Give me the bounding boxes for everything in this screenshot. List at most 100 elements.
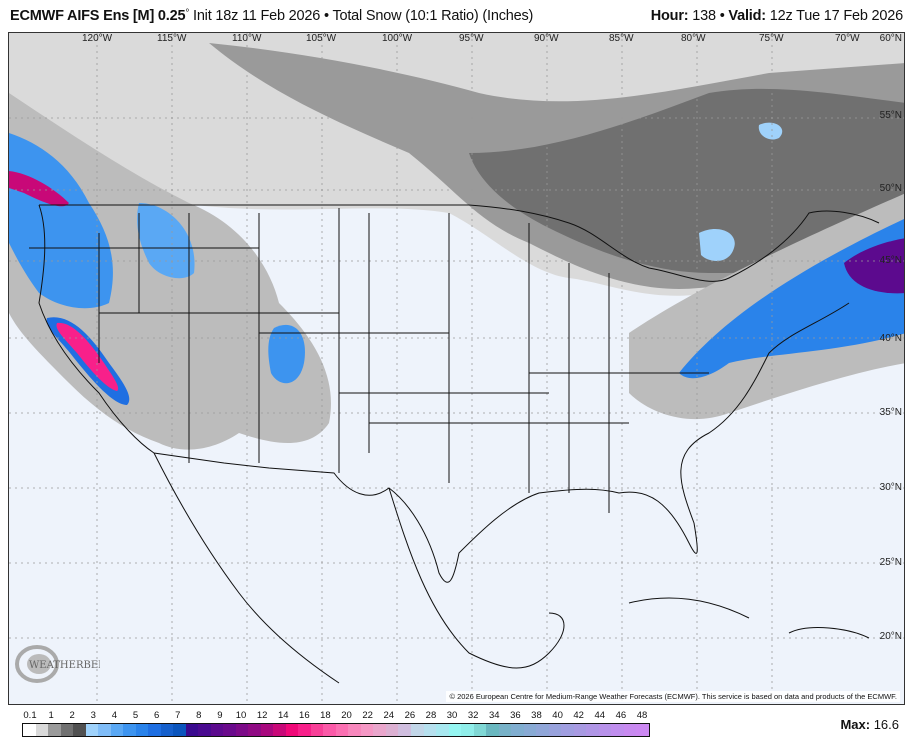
- longitude-label: 105°W: [306, 33, 337, 44]
- legend-swatch: [335, 724, 349, 736]
- legend-tick-label: 48: [636, 710, 648, 721]
- header: ECMWF AIFS Ens [M] 0.25° Init 18z 11 Feb…: [10, 8, 903, 30]
- legend-tick-label: 2: [69, 710, 75, 721]
- legend-swatch: [210, 724, 224, 736]
- legend-tick-label: 42: [573, 710, 584, 721]
- legend-swatch: [498, 724, 512, 736]
- legend-tick-label: 6: [153, 710, 160, 721]
- longitude-label: 95°W: [459, 33, 484, 44]
- title: ECMWF AIFS Ens [M] 0.25° Init 18z 11 Feb…: [10, 8, 533, 24]
- legend-swatch: [586, 724, 599, 736]
- copyright-notice: © 2026 European Centre for Medium-Range …: [446, 691, 900, 702]
- svg-text:WEATHERBELL: WEATHERBELL: [29, 660, 100, 671]
- legend-swatch: [273, 724, 286, 736]
- snow-region-sierra-peak: [56, 322, 119, 391]
- snow-region-washington-peak: [9, 171, 69, 207]
- legend-swatch: [486, 724, 499, 736]
- legend-swatch: [523, 724, 537, 736]
- legend-tick-label: 32: [467, 710, 479, 721]
- legend-swatch: [423, 724, 437, 736]
- legend-colorbar: [22, 723, 650, 737]
- logo-swirl-icon: WEATHERBELL: [15, 645, 100, 683]
- legend-swatch: [436, 724, 449, 736]
- legend-swatch: [373, 724, 386, 736]
- legend-swatch: [561, 724, 574, 736]
- legend-swatch: [573, 724, 587, 736]
- product-name: Total Snow (10:1 Ratio) (Inches): [332, 8, 534, 24]
- longitude-label: 75°W: [759, 33, 784, 44]
- legend-tick-label: 20: [341, 710, 352, 721]
- legend-ticks: 0.1 1 2 3 4 5 6 7 8 9 10 12 14 16 18 20 22 24 26 28 30 32 34 36…: [22, 710, 650, 722]
- snow-region-west-blue: [9, 133, 113, 309]
- valid-value: 12z Tue 17 Feb 2026: [769, 8, 903, 24]
- legend-swatch: [160, 724, 174, 736]
- legend-tick-label: 7: [175, 710, 181, 721]
- legend-swatch: [473, 724, 487, 736]
- latitude-label: 50°N: [879, 183, 902, 194]
- legend-swatch: [110, 724, 124, 736]
- snow-region-quebec: [758, 122, 783, 140]
- legend-swatch: [611, 724, 624, 736]
- hour-value: 138: [692, 8, 716, 24]
- legend-tick-label: 0.1: [23, 710, 37, 721]
- legend-swatch: [310, 724, 324, 736]
- color-legend: 0.1 1 2 3 4 5 6 7 8 9 10 12 14 16 18 20 22 24 26 28 30 32 34 36…: [22, 710, 650, 737]
- legend-tick-label: 14: [277, 710, 289, 721]
- legend-swatch: [235, 724, 249, 736]
- legend-swatch: [73, 724, 86, 736]
- latitude-label: 20°N: [879, 631, 902, 642]
- legend-tick-label: 4: [111, 710, 118, 721]
- snow-region-west-blue-inland: [137, 203, 195, 279]
- legend-swatch: [623, 724, 637, 736]
- legend-swatch: [598, 724, 612, 736]
- latitude-label: 45°N: [879, 255, 902, 266]
- legend-swatch: [248, 724, 261, 736]
- caribbean: [628, 597, 870, 639]
- legend-swatch: [448, 724, 462, 736]
- map-canvas: [9, 33, 904, 704]
- legend-swatch: [285, 724, 299, 736]
- longitude-label: 80°W: [681, 33, 706, 44]
- legend-swatch: [548, 724, 562, 736]
- legend-tick-label: 44: [594, 710, 606, 721]
- graticule: [9, 33, 904, 704]
- legend-swatch: [298, 724, 311, 736]
- legend-tick-label: 26: [404, 710, 416, 721]
- legend-tick-label: 1: [48, 710, 54, 721]
- legend-tick-label: 28: [425, 710, 437, 721]
- legend-tick-label: 36: [510, 710, 521, 721]
- latitude-label: 25°N: [879, 557, 902, 568]
- legend-tick-label: 46: [615, 710, 627, 721]
- mexico-coast: [153, 452, 565, 684]
- legend-tick-label: 38: [531, 710, 542, 721]
- legend-swatch: [385, 724, 399, 736]
- legend-swatch: [410, 724, 424, 736]
- legend-tick-label: 10: [235, 710, 247, 721]
- longitude-label: 120°W: [82, 33, 113, 44]
- separator: •: [323, 8, 329, 24]
- weatherbell-logo: WEATHERBELL: [15, 644, 100, 684]
- us-canada-border: [39, 204, 880, 282]
- latitude-label: 55°N: [879, 110, 902, 121]
- snow-region-hudson: [699, 228, 735, 261]
- latitude-label: 30°N: [879, 482, 902, 493]
- legend-swatch: [23, 724, 36, 736]
- state-lines: [29, 208, 709, 513]
- legend-swatch: [173, 724, 186, 736]
- latitude-label: 40°N: [879, 333, 902, 344]
- degree-symbol: °: [185, 8, 190, 19]
- legend-swatch: [185, 724, 199, 736]
- legend-tick-label: 5: [132, 710, 139, 721]
- legend-tick-label: 18: [320, 710, 331, 721]
- legend-tick-label: 9: [217, 710, 223, 721]
- valid-label: Valid:: [728, 8, 766, 24]
- legend-tick-label: 16: [299, 710, 310, 721]
- longitude-label: 85°W: [609, 33, 634, 44]
- borders: [29, 204, 880, 684]
- legend-swatch: [398, 724, 411, 736]
- latitude-label: 60°N: [879, 33, 902, 44]
- legend-swatch: [198, 724, 211, 736]
- max-number: 16.6: [873, 717, 899, 732]
- legend-swatch: [48, 724, 61, 736]
- legend-swatch: [323, 724, 336, 736]
